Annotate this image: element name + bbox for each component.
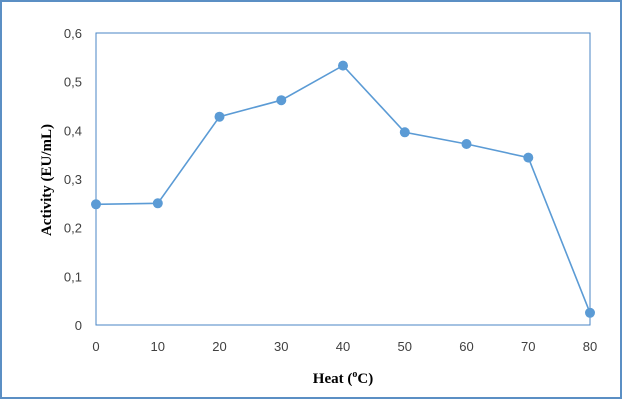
data-point bbox=[585, 307, 595, 318]
y-tick-label: 0,3 bbox=[64, 172, 82, 187]
x-tick-label: 40 bbox=[336, 339, 350, 354]
data-point bbox=[523, 152, 534, 163]
x-tick-label: 20 bbox=[212, 339, 226, 354]
data-point bbox=[338, 60, 348, 71]
x-axis-ticks: 0 10 20 30 40 50 60 70 80 bbox=[92, 339, 597, 354]
y-tick-label: 0,5 bbox=[64, 75, 82, 90]
x-tick-label: 0 bbox=[92, 339, 99, 354]
plot-area-border bbox=[95, 32, 591, 326]
x-tick-label: 70 bbox=[521, 339, 535, 354]
y-tick-label: 0,2 bbox=[64, 221, 82, 236]
data-point bbox=[461, 139, 472, 149]
data-point bbox=[91, 199, 101, 210]
x-tick-label: 50 bbox=[398, 339, 412, 354]
data-point bbox=[276, 95, 287, 106]
data-point bbox=[214, 111, 225, 122]
data-point bbox=[399, 127, 410, 138]
y-tick-label: 0,6 bbox=[64, 26, 82, 41]
y-tick-label: 0,4 bbox=[64, 123, 82, 138]
data-point bbox=[152, 198, 163, 209]
x-tick-label: 80 bbox=[583, 339, 597, 354]
x-axis-title: Heat (oC) bbox=[313, 369, 373, 387]
y-axis-ticks: 0 0,1 0,2 0,3 0,4 0,5 0,6 bbox=[64, 26, 82, 333]
y-axis-title: Activity (EU/mL) bbox=[39, 124, 55, 236]
x-tick-label: 30 bbox=[274, 339, 288, 354]
x-tick-label: 60 bbox=[459, 339, 473, 354]
y-tick-label: 0,1 bbox=[64, 269, 82, 284]
y-tick-label: 0 bbox=[75, 318, 82, 333]
series-layer bbox=[91, 60, 595, 318]
x-tick-label: 10 bbox=[151, 339, 165, 354]
